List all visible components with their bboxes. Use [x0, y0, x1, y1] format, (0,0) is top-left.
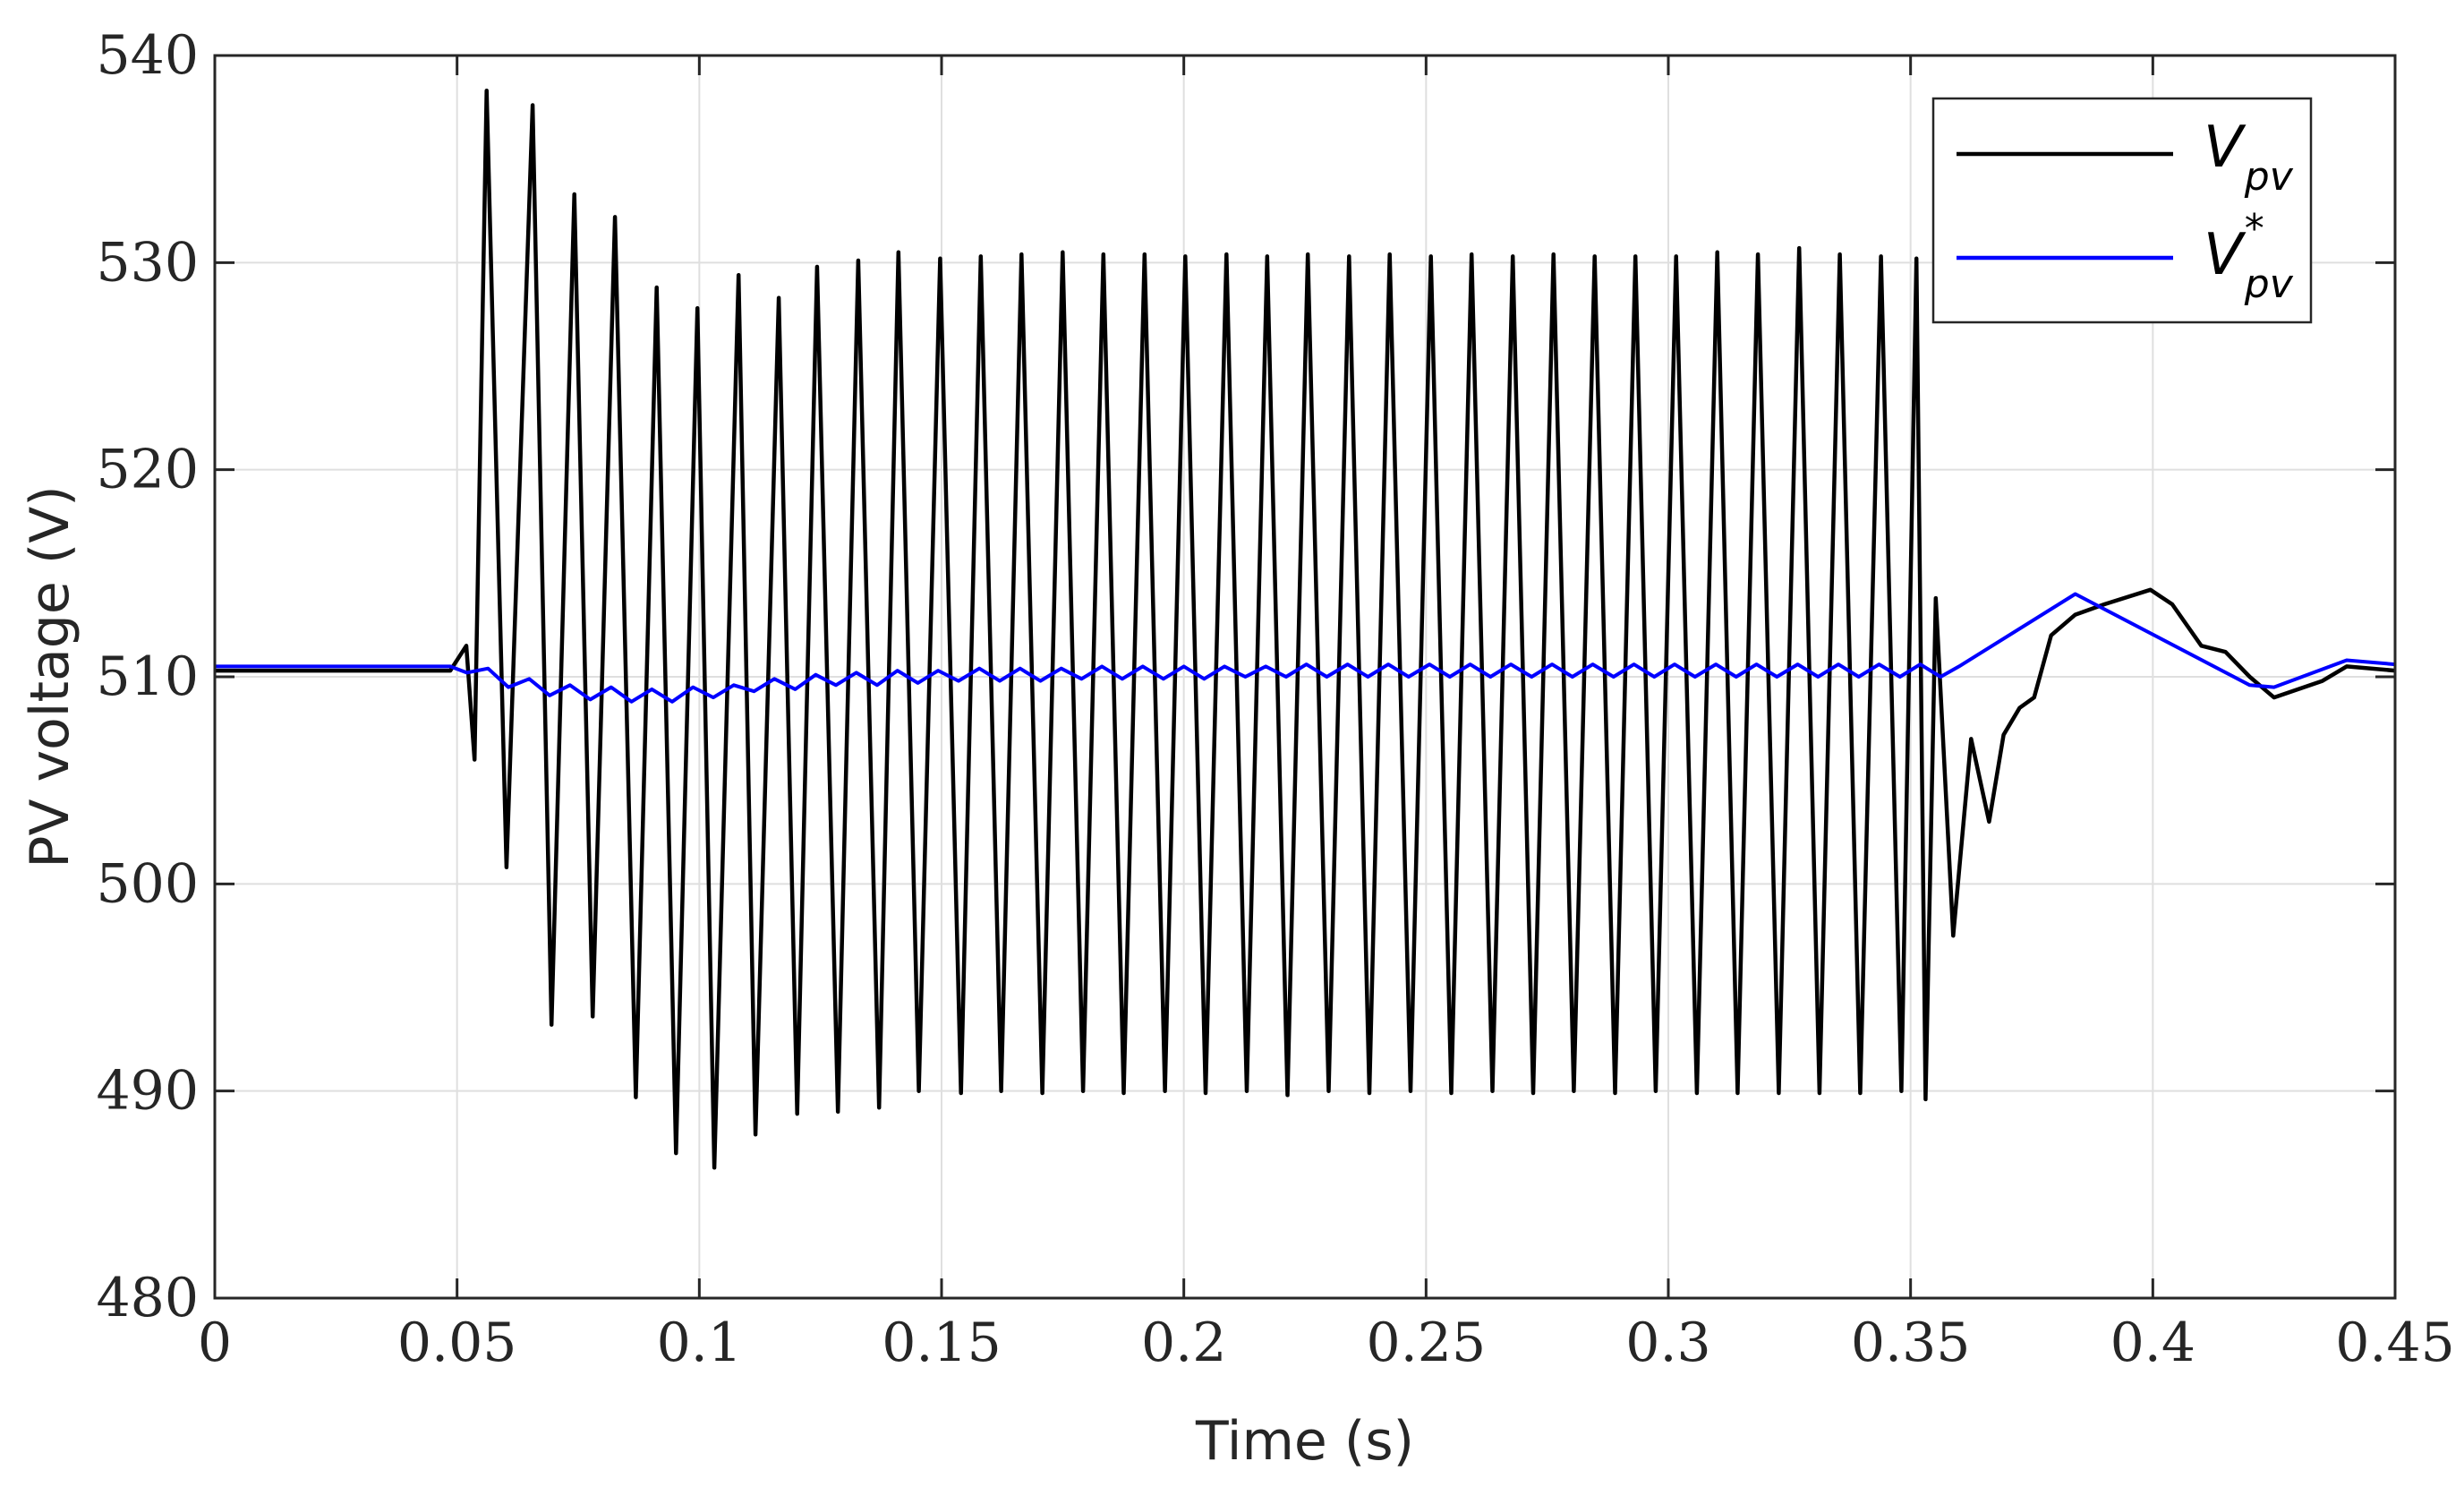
- legend-label-v-pv: Vpv: [2204, 115, 2294, 200]
- legend-box: [1931, 97, 2313, 324]
- x-axis-label: Time (s): [1195, 1410, 1414, 1473]
- legend-label-v-pv-star: V* pv: [2204, 206, 2294, 307]
- series-line-v-pv-reference: [215, 592, 2396, 704]
- x-tick-label: 0.05: [397, 1312, 517, 1374]
- y-axis-label: PV voltage (V): [19, 485, 81, 867]
- x-tick-label: 0.45: [2335, 1312, 2455, 1374]
- x-tick-label: 0: [198, 1312, 232, 1374]
- series-line-v-pv: [215, 89, 2396, 1170]
- x-tick-label: 0.25: [1367, 1312, 1487, 1374]
- y-tick-label: 540: [96, 24, 199, 87]
- x-tick-label: 0.4: [2110, 1312, 2195, 1374]
- y-tick-label: 510: [96, 645, 199, 708]
- y-tick-label: 480: [96, 1267, 199, 1329]
- legend: Vpv V* pv: [1931, 97, 2313, 324]
- y-tick-label: 500: [96, 852, 199, 915]
- x-tick-label: 0.15: [882, 1312, 1002, 1374]
- y-tick-label: 530: [96, 231, 199, 294]
- y-tick-label: 520: [96, 439, 199, 501]
- x-tick-label: 0.35: [1851, 1312, 1971, 1374]
- x-tick-label: 0.2: [1141, 1312, 1226, 1374]
- axis-ticks: 0 0.05 0.1 0.15 0.2 0.25 0.3 0.35 0.4 0.45 480 490 5…: [96, 24, 2454, 1374]
- series-lines: [215, 89, 2396, 1170]
- x-tick-label: 0.3: [1625, 1312, 1710, 1374]
- x-tick-label: 0.1: [657, 1312, 742, 1374]
- y-tick-label: 490: [96, 1060, 199, 1123]
